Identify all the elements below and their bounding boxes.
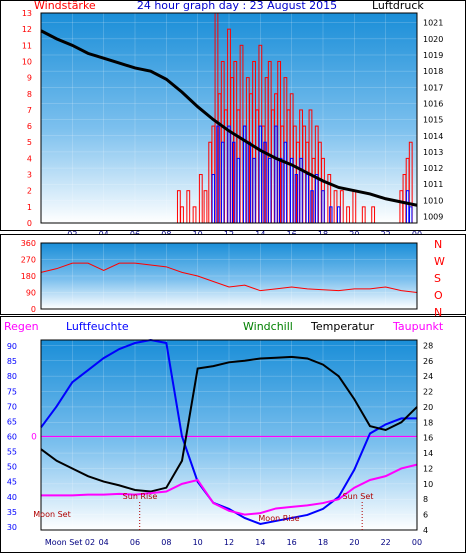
pressure-axis-tick-label: 1021 [423, 19, 443, 28]
compass-label: S [434, 272, 441, 285]
temperature-axis-tick-label: 28 [423, 341, 433, 350]
wind-axis-tick-label: 2 [27, 187, 32, 196]
dew-point-line [41, 463, 418, 516]
wind-axis-tick-label: 3 [27, 171, 32, 180]
compass-label: N [434, 238, 442, 251]
wind-axis-tick-label: 11 [22, 41, 32, 50]
event-annotation: Sun Rise [123, 492, 158, 501]
temp-humidity-plot-area [41, 340, 417, 530]
temperature-axis-tick-label: 12 [423, 464, 433, 473]
direction-axis-tick-label: 90 [26, 289, 36, 298]
wind-pressure-plot-area [41, 13, 417, 223]
compass-label: W [434, 255, 445, 268]
legend-label: Regen [4, 320, 39, 333]
x-axis-tick-label: 22 [381, 538, 391, 547]
wind-axis-tick-label: 7 [27, 106, 32, 115]
temperature-axis-tick-label: 16 [423, 434, 433, 443]
pressure-axis-tick-label: 1015 [423, 116, 443, 125]
legend-label: Taupunkt [392, 320, 444, 333]
x-axis-tick-label: 14 [255, 538, 265, 547]
compass-label: O [434, 289, 443, 302]
humidity-axis-tick-label: 70 [7, 402, 17, 411]
humidity-axis-tick-label: 40 [7, 493, 17, 502]
direction-axis-tick-label: 180 [21, 272, 36, 281]
temperature-axis-tick-label: 14 [423, 449, 433, 458]
pressure-axis-tick-label: 1011 [423, 180, 443, 189]
pressure-axis-tick-label: 1019 [423, 51, 443, 60]
pressure-axis-tick-label: 1009 [423, 213, 443, 222]
x-axis-tick-label: 06 [130, 538, 140, 547]
pressure-line [40, 29, 418, 207]
x-axis-tick-label: 18 [318, 538, 328, 547]
wind-axis-tick-label: 8 [27, 90, 32, 99]
pressure-axis-tick-label: 1018 [423, 67, 443, 76]
humidity-axis-tick-label: 30 [7, 523, 17, 532]
direction-axis-tick-label: 270 [21, 256, 36, 265]
wind-axis-tick-label: 1 [27, 203, 32, 212]
x-axis-tick-label: 08 [161, 538, 171, 547]
event-annotation: Moon Rise [258, 514, 299, 523]
temperature-axis-tick-label: 22 [423, 388, 433, 397]
x-axis-tick-label: Moon Set 02 [45, 538, 95, 547]
legend-label: Temperatur [310, 320, 375, 333]
humidity-axis-tick-label: 65 [7, 417, 17, 426]
pressure-axis-tick-label: 1014 [423, 132, 443, 141]
humidity-axis-tick-label: 50 [7, 463, 17, 472]
compass-label: N [434, 306, 442, 319]
direction-axis-tick-label: 0 [31, 305, 36, 314]
wind-force-label: Windstärke [34, 0, 96, 12]
wind-axis-tick-label: 5 [27, 138, 32, 147]
temperature-axis-tick-label: 4 [423, 526, 428, 535]
wind-axis-tick-label: 12 [22, 25, 32, 34]
x-axis-tick-label: 20 [349, 538, 359, 547]
temperature-axis-tick-label: 18 [423, 418, 433, 427]
humidity-axis-tick-label: 80 [7, 372, 17, 381]
legend-label: Windchill [243, 320, 293, 333]
event-annotation: Sun Set [343, 492, 374, 501]
x-axis-tick-label: 12 [224, 538, 234, 547]
temperature-axis-tick-label: 6 [423, 511, 428, 520]
direction-axis-tick-label: 360 [21, 239, 36, 248]
humidity-axis-tick-label: 60 [7, 433, 17, 442]
humidity-axis-tick-label: 90 [7, 342, 17, 351]
wind-direction-line [40, 262, 418, 293]
pressure-axis-tick-label: 1010 [423, 196, 443, 205]
legend-label: Luftfeuchte [66, 320, 129, 333]
humidity-axis-tick-label: 85 [7, 357, 17, 366]
x-axis-tick-label: 10 [193, 538, 203, 547]
pressure-label: Luftdruck [372, 0, 424, 12]
humidity-axis-tick-label: 75 [7, 387, 17, 396]
wind-axis-tick-label: 10 [22, 57, 32, 66]
event-annotation: Moon Set [33, 510, 70, 519]
wind-axis-tick-label: 0 [27, 219, 32, 228]
humidity-line [40, 338, 417, 526]
x-axis-tick-label: 16 [287, 538, 297, 547]
x-axis-tick-label: 04 [99, 538, 109, 547]
wind-direction-plot-area [41, 243, 417, 309]
temperature-axis-tick-label: 8 [423, 495, 428, 504]
pressure-axis-tick-label: 1012 [423, 164, 443, 173]
temperature-axis-tick-label: 26 [423, 357, 433, 366]
wind-axis-tick-label: 13 [22, 9, 32, 18]
pressure-axis-tick-label: 1016 [423, 99, 443, 108]
temperature-axis-tick-label: 10 [423, 480, 433, 489]
humidity-axis-tick-label: 45 [7, 478, 17, 487]
rain-zero-label: 0 [31, 433, 37, 443]
pressure-axis-tick-label: 1013 [423, 148, 443, 157]
wind-axis-tick-label: 6 [27, 122, 32, 131]
x-axis-tick-label: 00 [412, 538, 422, 547]
temperature-axis-tick-label: 24 [423, 372, 433, 381]
wind-axis-tick-label: 4 [27, 154, 32, 163]
pressure-axis-tick-label: 1020 [423, 35, 443, 44]
humidity-axis-tick-label: 55 [7, 448, 17, 457]
wind-axis-tick-label: 9 [27, 74, 32, 83]
temperature-axis-tick-label: 20 [423, 403, 433, 412]
temperature-line [40, 355, 418, 493]
pressure-axis-tick-label: 1017 [423, 83, 443, 92]
chart-title: 24 hour graph day : 23 August 2015 [137, 0, 337, 12]
humidity-axis-tick-label: 35 [7, 508, 17, 517]
